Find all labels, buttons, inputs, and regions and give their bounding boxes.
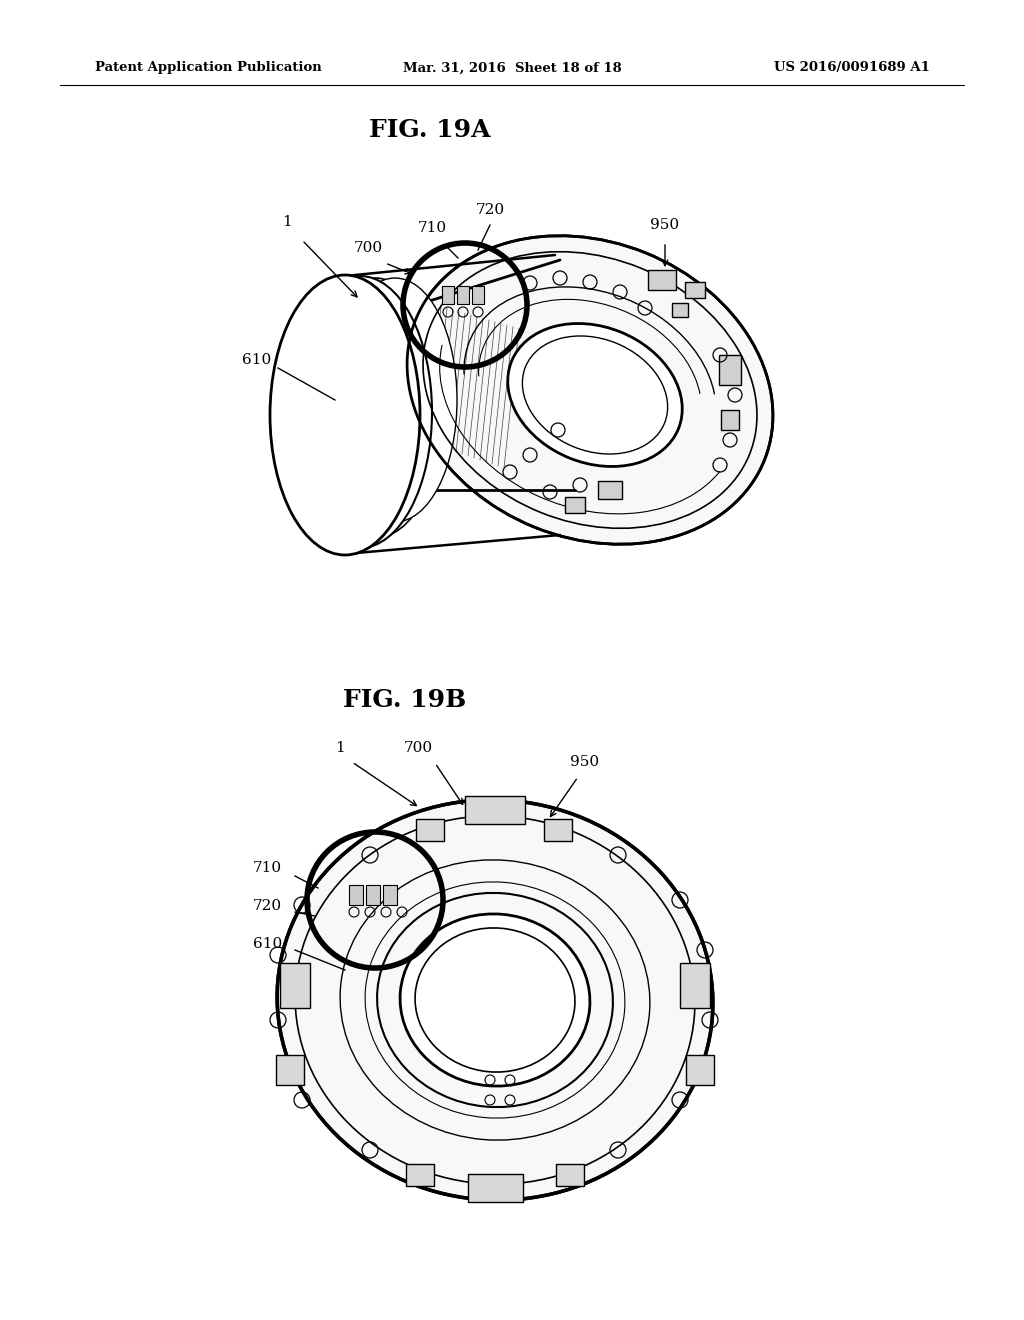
- Text: Mar. 31, 2016  Sheet 18 of 18: Mar. 31, 2016 Sheet 18 of 18: [402, 62, 622, 74]
- Bar: [472, 286, 484, 304]
- Bar: [686, 1055, 714, 1085]
- Text: 720: 720: [253, 899, 283, 913]
- Text: 700: 700: [403, 741, 432, 755]
- Bar: [468, 1173, 522, 1203]
- Bar: [406, 1164, 434, 1185]
- Bar: [457, 286, 469, 304]
- Bar: [349, 884, 362, 906]
- Bar: [280, 962, 310, 1007]
- Text: FIG. 19A: FIG. 19A: [370, 117, 490, 143]
- Bar: [685, 282, 705, 298]
- Ellipse shape: [288, 276, 432, 548]
- Text: 950: 950: [650, 218, 680, 232]
- Bar: [565, 498, 585, 513]
- Text: Patent Application Publication: Patent Application Publication: [95, 62, 322, 74]
- Ellipse shape: [307, 279, 443, 539]
- Bar: [442, 286, 454, 304]
- Bar: [648, 271, 676, 290]
- Text: 610: 610: [253, 937, 283, 950]
- Bar: [719, 355, 741, 385]
- Bar: [276, 1055, 304, 1085]
- Bar: [598, 480, 622, 499]
- Text: 1: 1: [283, 215, 292, 228]
- Ellipse shape: [400, 913, 590, 1086]
- Ellipse shape: [270, 275, 420, 554]
- Text: 610: 610: [242, 352, 271, 367]
- Ellipse shape: [333, 279, 457, 521]
- Bar: [721, 411, 739, 430]
- Text: 700: 700: [353, 242, 383, 255]
- Text: FIG. 19B: FIG. 19B: [343, 688, 467, 711]
- Ellipse shape: [278, 800, 713, 1200]
- Text: 950: 950: [570, 755, 600, 770]
- Bar: [672, 304, 688, 317]
- Ellipse shape: [508, 323, 682, 466]
- Bar: [680, 962, 710, 1007]
- Bar: [416, 818, 444, 841]
- Bar: [383, 884, 397, 906]
- Bar: [556, 1164, 584, 1185]
- Ellipse shape: [408, 236, 773, 544]
- Text: 720: 720: [475, 203, 505, 216]
- Bar: [544, 818, 572, 841]
- Bar: [465, 796, 525, 824]
- Bar: [366, 884, 380, 906]
- Text: US 2016/0091689 A1: US 2016/0091689 A1: [774, 62, 930, 74]
- Ellipse shape: [415, 928, 574, 1072]
- Text: 710: 710: [418, 220, 446, 235]
- Text: 1: 1: [335, 741, 345, 755]
- Text: 710: 710: [253, 861, 283, 875]
- Ellipse shape: [522, 337, 668, 454]
